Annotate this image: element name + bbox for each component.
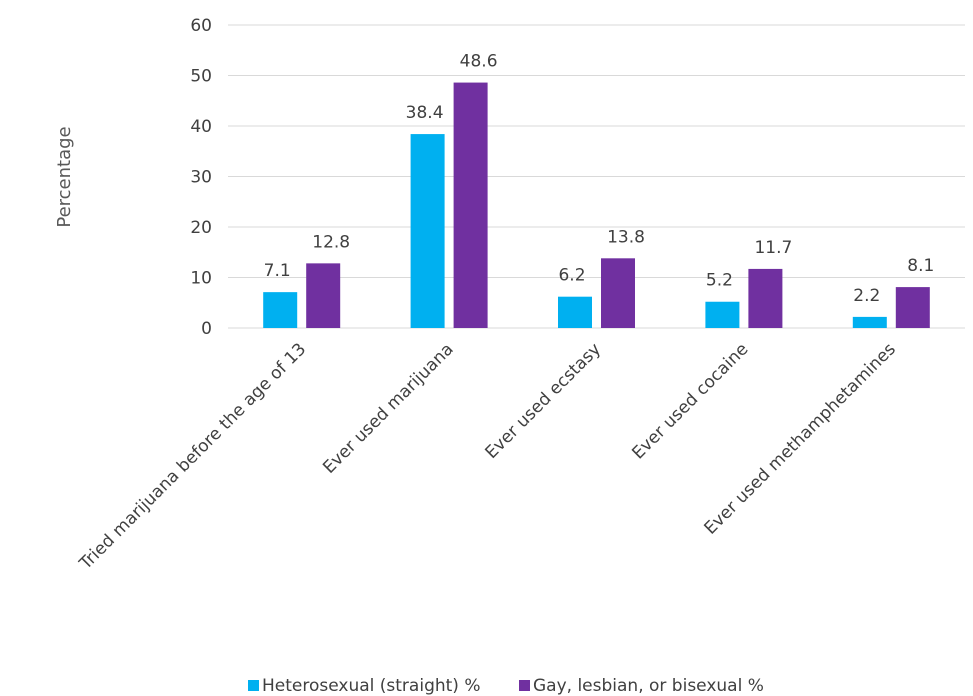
- gridlines: [228, 24, 965, 329]
- data-label: 13.8: [607, 227, 645, 247]
- data-label: 38.4: [406, 103, 444, 123]
- data-label: 12.8: [312, 232, 350, 252]
- data-label: 48.6: [460, 52, 498, 72]
- y-axis-title: Percentage: [54, 126, 75, 227]
- y-tick-label: 40: [190, 117, 212, 137]
- data-label: 2.2: [853, 286, 880, 306]
- x-category-label: Tried marijuana before the age of 13: [75, 339, 310, 574]
- data-label: 7.1: [264, 261, 291, 281]
- y-tick-label: 30: [190, 168, 212, 188]
- y-tick-label: 0: [201, 319, 212, 339]
- bar: [895, 287, 930, 328]
- x-category-label: Ever used marijuana: [319, 339, 457, 477]
- x-axis-categories: Tried marijuana before the age of 13 Ever…: [75, 339, 900, 574]
- legend-label: Heterosexual (straight) %: [262, 676, 481, 696]
- legend-swatch: [519, 680, 530, 691]
- y-tick-label: 20: [190, 218, 212, 238]
- y-tick-label: 50: [190, 67, 212, 87]
- bar: [263, 292, 298, 328]
- data-label: 6.2: [558, 266, 585, 286]
- bar: [306, 263, 341, 328]
- legend-swatch: [248, 680, 259, 691]
- data-label: 8.1: [907, 256, 934, 276]
- bar: [705, 301, 740, 328]
- data-labels: 7.1 12.8 38.4 48.6 6.2 13.8 5.2 11.7 2.2 8.1: [264, 52, 935, 306]
- y-tick-label: 60: [190, 16, 212, 36]
- y-tick-label: 10: [190, 269, 212, 289]
- bar: [601, 258, 635, 328]
- legend: Heterosexual (straight) % Gay, lesbian, o…: [248, 676, 764, 696]
- x-category-label: Ever used cocaine: [628, 339, 752, 463]
- y-axis-ticks: 0 10 20 30 40 50 60: [190, 16, 212, 339]
- bar: [410, 134, 445, 328]
- data-label: 5.2: [706, 271, 733, 291]
- bar: [558, 296, 592, 328]
- data-label: 11.7: [754, 238, 792, 258]
- x-category-label: Ever used ecstasy: [482, 339, 605, 462]
- bar: [748, 268, 783, 328]
- bar: [852, 316, 887, 328]
- bars: [263, 82, 930, 328]
- legend-label: Gay, lesbian, or bisexual %: [533, 676, 764, 696]
- bar: [453, 82, 488, 328]
